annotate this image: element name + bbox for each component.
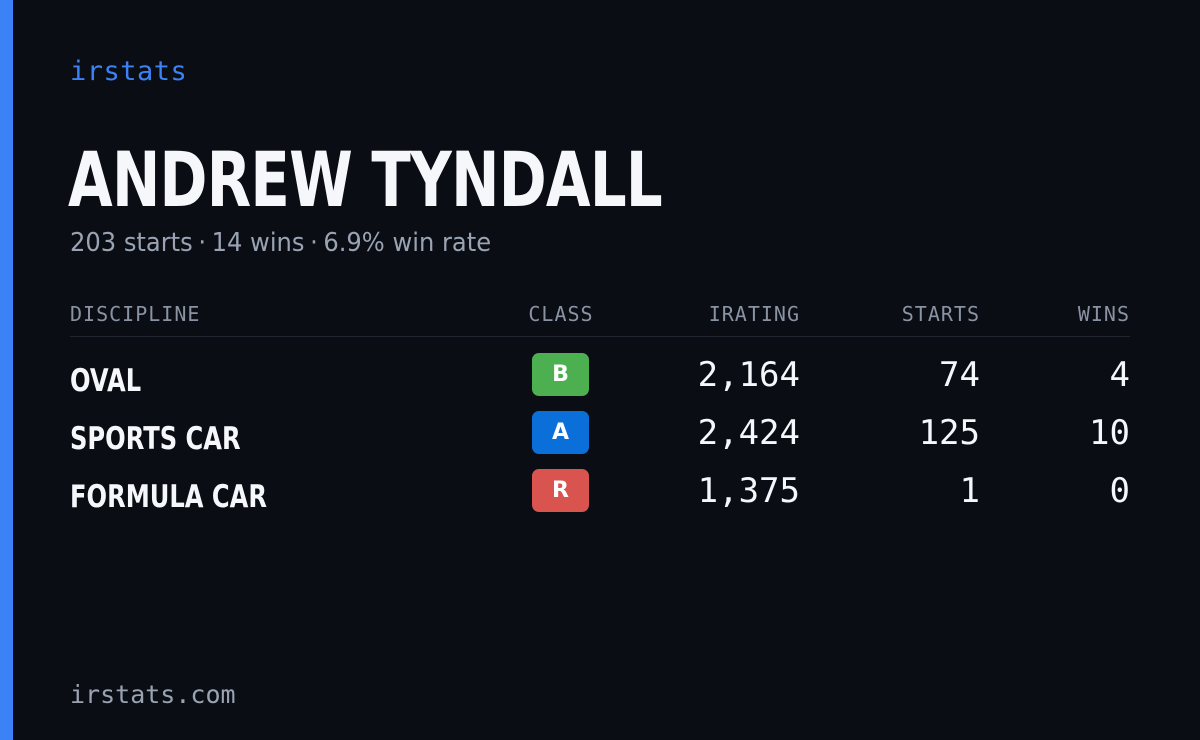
class-badge: A <box>532 411 589 454</box>
header-starts: STARTS <box>901 302 980 326</box>
irating-value: 2,424 <box>697 413 800 453</box>
table-header: DISCIPLINE CLASS IRATING STARTS WINS <box>70 298 1130 337</box>
table-row: FORMULA CAR R 1,375 1 0 <box>70 469 1130 527</box>
wins-value: 4 <box>1109 355 1130 395</box>
win-rate-summary: 6.9% win rate <box>323 228 492 258</box>
irating-value: 1,375 <box>697 471 800 511</box>
starts-value: 125 <box>918 413 980 453</box>
table-row: SPORTS CAR A 2,424 125 10 <box>70 411 1130 469</box>
class-badge: R <box>532 469 589 512</box>
discipline-name: FORMULA CAR <box>70 479 268 515</box>
starts-value: 74 <box>939 355 980 395</box>
class-badge: B <box>532 353 589 396</box>
stats-table: DISCIPLINE CLASS IRATING STARTS WINS OVA… <box>70 298 1130 527</box>
discipline-name: OVAL <box>70 363 142 399</box>
summary-separator: · <box>310 228 318 258</box>
starts-value: 1 <box>959 471 980 511</box>
table-body: OVAL B 2,164 74 4 SPORTS CAR A 2,424 125… <box>70 337 1130 527</box>
brand-logo: irstats <box>70 56 188 87</box>
footer-url: irstats.com <box>70 680 236 709</box>
table-row: OVAL B 2,164 74 4 <box>70 353 1130 411</box>
header-discipline: DISCIPLINE <box>70 302 201 326</box>
header-irating: IRATING <box>708 302 800 326</box>
starts-summary: 203 starts <box>70 228 193 258</box>
discipline-name: SPORTS CAR <box>70 421 241 457</box>
summary-separator: · <box>198 228 207 258</box>
driver-name: ANDREW TYNDALL <box>68 135 663 224</box>
irating-value: 2,164 <box>697 355 800 395</box>
accent-bar <box>0 0 13 740</box>
header-class: CLASS <box>528 302 594 326</box>
driver-summary: 203 starts · 14 wins · 6.9% win rate <box>70 228 491 258</box>
wins-value: 0 <box>1109 471 1130 511</box>
header-wins: WINS <box>1077 302 1130 326</box>
wins-summary: 14 wins <box>211 228 305 258</box>
wins-value: 10 <box>1089 413 1130 453</box>
